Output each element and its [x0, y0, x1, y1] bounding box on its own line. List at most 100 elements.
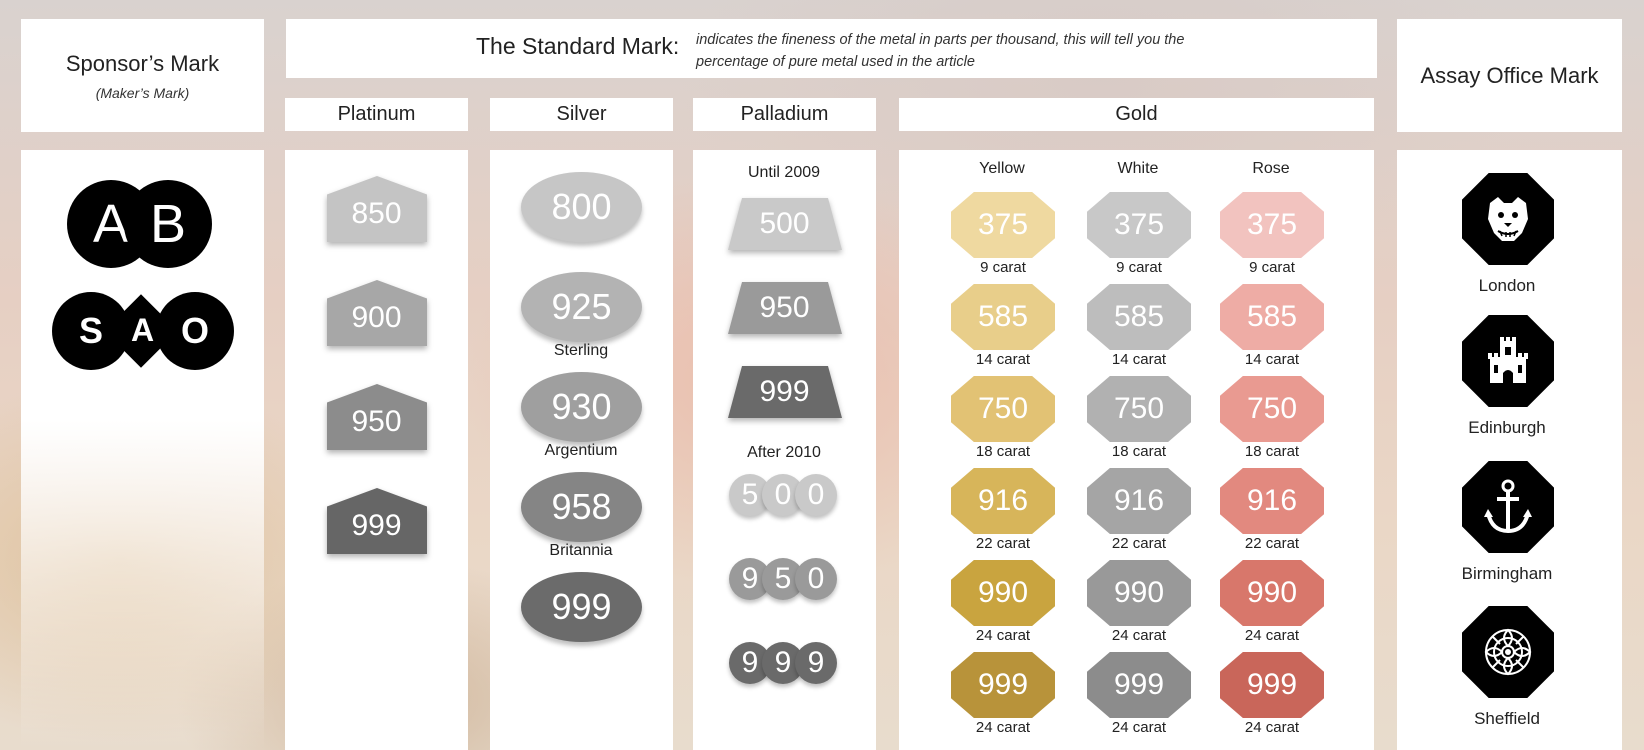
platinum-mark-value: 999 — [351, 509, 402, 542]
gold-carat-label: 14 carat — [1244, 351, 1300, 368]
gold-carat-label: 24 carat — [1111, 719, 1167, 736]
silver-header: Silver — [490, 98, 673, 131]
palladium-mark-value: 999 — [759, 375, 810, 408]
silver-mark: 925 — [521, 272, 642, 342]
silver-panel: 800 925 Sterling 930 Argentium 958 Britannia 99… — [490, 150, 673, 750]
gold-mark: 916 — [951, 468, 1055, 534]
gold-carat-label: 18 carat — [1111, 443, 1167, 460]
palladium-mark-value: 500 — [759, 207, 810, 240]
palladium-digit: 0 — [795, 558, 837, 600]
gold-carat-label: 18 carat — [975, 443, 1031, 460]
silver-mark: 930 — [521, 372, 642, 442]
palladium-mark-value: 950 — [759, 291, 810, 324]
palladium-digit: 5 — [762, 558, 804, 600]
sponsor-mark-o: O — [156, 292, 234, 370]
gold-mark: 750 — [951, 376, 1055, 442]
assay-title: Assay Office Mark — [1420, 62, 1599, 88]
gold-mark: 585 — [1220, 284, 1324, 350]
gold-carat-label: 18 carat — [1244, 443, 1300, 460]
gold-mark: 750 — [1087, 376, 1191, 442]
gold-carat-label: 24 carat — [975, 627, 1031, 644]
gold-carat-label: 22 carat — [1244, 535, 1300, 552]
gold-mark: 750 — [1220, 376, 1324, 442]
palladium-trapezoid-mark: 999 — [727, 366, 842, 418]
platinum-mark: 950 — [326, 384, 427, 450]
rose-icon — [1462, 606, 1554, 698]
palladium-until-label: Until 2009 — [747, 164, 821, 181]
palladium-trapezoid-mark: 950 — [727, 282, 842, 334]
trapezoid-shape — [727, 198, 842, 250]
palladium-digit: 0 — [795, 474, 837, 516]
gold-carat-label: 14 carat — [1111, 351, 1167, 368]
platinum-mark: 999 — [326, 488, 427, 554]
assay-label-birmingham: Birmingham — [1461, 564, 1553, 583]
standard-title: The Standard Mark: — [476, 33, 680, 59]
gold-carat-label: 9 carat — [980, 259, 1026, 276]
platinum-title: Platinum — [337, 103, 416, 125]
silver-mark-label: Sterling — [553, 342, 609, 359]
gold-carat-label: 24 carat — [1244, 719, 1300, 736]
pentagon-shape — [326, 176, 427, 242]
gold-mark: 999 — [951, 652, 1055, 718]
platinum-mark: 900 — [326, 280, 427, 346]
platinum-mark-value: 950 — [351, 405, 402, 438]
gold-panel: Yellow White Rose 375 9 carat 375 9 carat 37… — [899, 150, 1374, 750]
silver-mark: 800 — [521, 172, 642, 242]
silver-title: Silver — [556, 103, 607, 125]
gold-col-rose: Rose — [1252, 160, 1290, 177]
anchor-icon — [1462, 461, 1554, 553]
sponsor-mark-a2: A — [131, 312, 155, 348]
palladium-panel: Until 2009 After 2010 500 950 999 5 0 0 9 5 0 9 9 9 — [693, 150, 876, 750]
gold-carat-label: 24 carat — [1244, 627, 1300, 644]
gold-col-yellow: Yellow — [979, 160, 1025, 177]
gold-carat-label: 24 carat — [1111, 627, 1167, 644]
sponsor-panel: A B S O A — [21, 150, 264, 750]
assay-label-sheffield: Sheffield — [1474, 709, 1540, 728]
gold-carat-label: 14 carat — [975, 351, 1031, 368]
trapezoid-shape — [727, 282, 842, 334]
silver-mark-label: Britannia — [549, 542, 613, 559]
gold-carat-label: 9 carat — [1116, 259, 1162, 276]
gold-title: Gold — [1115, 103, 1158, 125]
palladium-after-label: After 2010 — [747, 444, 821, 461]
gold-carat-label: 24 carat — [975, 719, 1031, 736]
platinum-mark: 850 — [326, 176, 427, 242]
gold-mark: 585 — [951, 284, 1055, 350]
leopard-head-icon — [1462, 173, 1554, 265]
gold-mark: 585 — [1087, 284, 1191, 350]
gold-carat-label: 9 carat — [1249, 259, 1295, 276]
platinum-mark-value: 900 — [351, 301, 402, 334]
platinum-header: Platinum — [285, 98, 468, 131]
gold-header: Gold — [899, 98, 1374, 131]
sponsor-mark-b: B — [124, 180, 212, 268]
assay-header: Assay Office Mark — [1397, 19, 1622, 132]
assay-label-edinburgh: Edinburgh — [1468, 418, 1546, 437]
castle-icon — [1462, 315, 1554, 407]
pentagon-shape — [326, 280, 427, 346]
gold-col-white: White — [1117, 160, 1159, 177]
gold-mark: 999 — [1087, 652, 1191, 718]
palladium-trapezoid-mark: 500 — [727, 198, 842, 250]
standard-header: The Standard Mark: indicates the finenes… — [286, 19, 1377, 78]
sponsor-subtitle: (Maker’s Mark) — [95, 84, 190, 101]
gold-carat-label: 22 carat — [1111, 535, 1167, 552]
standard-description: indicates the fineness of the metal in p… — [696, 32, 1185, 70]
sponsor-mark-s: S — [52, 292, 130, 370]
trapezoid-shape — [727, 366, 842, 418]
gold-carat-label: 22 carat — [975, 535, 1031, 552]
gold-mark: 990 — [951, 560, 1055, 626]
pentagon-shape — [326, 384, 427, 450]
assay-panel: London Edinburgh Birmingham — [1397, 150, 1622, 750]
gold-mark: 990 — [1220, 560, 1324, 626]
platinum-mark-value: 850 — [351, 197, 402, 230]
sponsor-header: Sponsor’s Mark (Maker’s Mark) — [21, 19, 264, 132]
silver-mark-label: Argentium — [544, 442, 618, 459]
palladium-header: Palladium — [693, 98, 876, 131]
silver-mark: 958 — [521, 472, 642, 542]
platinum-panel: 850 900 950 999 — [285, 150, 468, 750]
gold-mark: 375 — [1087, 192, 1191, 258]
gold-mark: 916 — [1220, 468, 1324, 534]
